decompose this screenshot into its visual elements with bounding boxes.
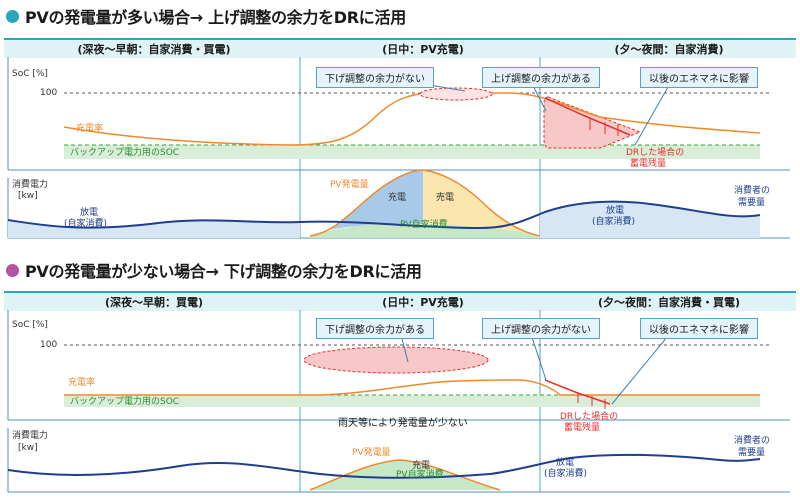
panel1-sell-label: 売電: [436, 193, 455, 203]
panel2-backup-band: [64, 395, 760, 407]
panel1-pv-curve: [309, 169, 541, 237]
panel1-period-bar: (深夜～早朝：自家消費・買電) (日中：PV充電) (夕～夜間：自家消費): [4, 38, 796, 58]
panel2-pointer: [611, 330, 673, 405]
panel2-dr-label-2: 蓄電残量: [564, 423, 601, 433]
panel2-pv-output-label: PV発電量: [352, 448, 391, 458]
panel1-backup-label: バックアップ電力用のSOC: [70, 148, 180, 158]
panel1-discharge-area-right: [540, 202, 760, 238]
panel2-charge-label: 充電: [412, 461, 431, 471]
panel2-heading-text: PVの発電量が少ない場合→ 下げ調整の余力をDRに活用: [25, 262, 422, 281]
panel1-callout-up: 上げ調整の余力がある: [482, 67, 600, 88]
panel1-discharge-right-label: 放電: [606, 206, 625, 216]
panel1-self-consumption-label: (自家消費): [64, 219, 108, 229]
panel1-dr-label-1: DRした場合の: [626, 148, 685, 158]
panel1-discharge-area-left: [8, 220, 300, 238]
magenta-bullet-icon: [6, 263, 19, 277]
panel1-self-consumption-right-label: (自家消費): [592, 217, 636, 227]
panel1-discharge-label: 放電: [80, 208, 99, 218]
panel2-period-bar: (深夜～早朝：買電) (日中：PV充電) (夕～夜間：自家消費・買電): [4, 291, 796, 311]
panel2-consumer-label-1: 消費者の: [734, 436, 771, 446]
panel2-consumer-label-2: 需要量: [738, 448, 766, 458]
panel2-power-unit-label: [kw]: [18, 443, 38, 453]
panel1-pv-output-label: PV発電量: [330, 180, 369, 190]
panel1-down-ellipse: [419, 87, 493, 101]
teal-bullet-icon: [6, 9, 19, 23]
panel1-consumer-label-1: 消費者の: [734, 186, 771, 196]
panel2-discharge-label: 放電: [556, 458, 575, 468]
panel1-pv-self-area: [310, 223, 540, 238]
panel2-soc-curve: [64, 379, 760, 396]
panel2-charge-rate-label: 充電率: [68, 378, 96, 388]
panel1-dr-region: [543, 96, 642, 149]
panel2-demand-curve: [7, 453, 761, 479]
panel1-charge-label: 充電: [388, 193, 407, 203]
panel2-soc-100-label: 100: [40, 340, 58, 350]
panel1-charge-rate-label: 充電率: [76, 124, 104, 134]
panel2-pv-curve: [309, 459, 501, 491]
panel2-pointer: [529, 330, 547, 381]
panel1-soc-100-label: 100: [40, 88, 58, 98]
panel1-soc-curve: [63, 92, 761, 146]
panel2-self-consumption-label: (自家消費): [544, 469, 588, 479]
panel1-power-unit-label: [kw]: [18, 191, 38, 201]
panel2-callout-down: 下げ調整の余力がある: [316, 318, 434, 339]
panel1-charge-area: [310, 170, 423, 236]
panel2-down-ellipse: [303, 346, 489, 374]
period-night: (深夜～早朝：自家消費・買電): [77, 43, 231, 56]
panel1-demand-curve: [7, 200, 761, 230]
panel2-callout-effect: 以後のエネマネに影響: [640, 318, 758, 339]
panel2-pv-self-area: [310, 460, 500, 490]
panel1-pv-self-label: PV自家消費: [400, 220, 448, 230]
panel2-heading: PVの発電量が少ない場合→ 下げ調整の余力をDRに活用: [6, 258, 422, 282]
panel1-heading: PVの発電量が多い場合→ 上げ調整の余力をDRに活用: [6, 4, 406, 28]
panel1-heading-text: PVの発電量が多い場合→ 上げ調整の余力をDRに活用: [25, 8, 406, 27]
panel2-dr-label-1: DRした場合の: [560, 412, 619, 422]
panel2-soc-axis-label: SoC [%]: [12, 320, 48, 330]
panel1-dr-line: [544, 97, 631, 136]
panel2-backup-label: バックアップ電力用のSOC: [70, 397, 180, 407]
period-evening: (夕～夜間：自家消費): [614, 43, 724, 56]
period-evening: (夕～夜間：自家消費・買電): [597, 296, 741, 309]
period-night: (深夜～早朝：買電): [104, 296, 204, 309]
period-day: (日中：PV充電): [382, 43, 464, 56]
panel1-callout-down: 下げ調整の余力がない: [316, 67, 434, 88]
panel2-dr-line: [544, 379, 611, 405]
panel2-callout-up: 上げ調整の余力がない: [482, 318, 600, 339]
panel1-consumer-label-2: 需要量: [738, 198, 766, 208]
panel1-pointer: [634, 79, 673, 146]
panel2-pv-self-label: PV自家消費: [396, 470, 444, 480]
panel1-dr-label-2: 蓄電残量: [630, 159, 667, 169]
panel1-soc-axis-label: SoC [%]: [12, 69, 48, 79]
panel2-rain-note: 雨天等により発電量が少ない: [338, 418, 468, 429]
panel1-power-axis-label: 消費電力: [12, 180, 49, 190]
period-day: (日中：PV充電): [382, 296, 464, 309]
panel1-callout-effect: 以後のエネマネに影響: [640, 67, 758, 88]
panel1-sell-area: [423, 170, 540, 236]
panel2-power-axis-label: 消費電力: [12, 431, 49, 441]
